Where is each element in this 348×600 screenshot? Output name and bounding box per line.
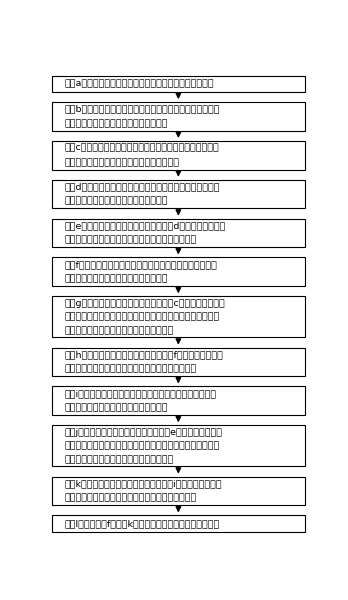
Text: 中的一个传递至第一加工设备进行加工；: 中的一个传递至第一加工设备进行加工； [64, 119, 168, 128]
Bar [52, 515, 305, 532]
Text: 步骤k、待第一加工设备加工完毕，将步骤i中被传送至第一加: 步骤k、待第一加工设备加工完毕，将步骤i中被传送至第一加 [64, 479, 222, 488]
Bar [52, 102, 305, 131]
Bar [52, 257, 305, 286]
Text: 工设备的装夹工作台传送回原始位置，并将该装夹工作台上的: 工设备的装夹工作台传送回原始位置，并将该装夹工作台上的 [64, 313, 220, 322]
Bar [52, 476, 305, 505]
Text: 工件卸下，同时将新的待加工工件装夹上；: 工件卸下，同时将新的待加工工件装夹上； [64, 326, 174, 335]
Text: 工设备的装夹工作台传送至第三加工设备进行加工；: 工设备的装夹工作台传送至第三加工设备进行加工； [64, 494, 197, 503]
Bar [52, 180, 305, 208]
Text: 步骤l、重复步骤f至步骤k，直至所有待加工工件加工完毕。: 步骤l、重复步骤f至步骤k，直至所有待加工工件加工完毕。 [64, 519, 220, 528]
Text: 工设备的装夹工作台传送至第三加工设备进行加工；: 工设备的装夹工作台传送至第三加工设备进行加工； [64, 236, 197, 245]
Text: 步骤a、将多个待加工工件分别装夹于多个装夹工作台上；: 步骤a、将多个待加工工件分别装夹于多个装夹工作台上； [64, 79, 214, 88]
Text: 中的一个传递至第一加工设备进行加工；: 中的一个传递至第一加工设备进行加工； [64, 403, 168, 412]
Text: 中的一个传递至第一加工设备进行加工；: 中的一个传递至第一加工设备进行加工； [64, 274, 168, 283]
Text: 步骤i、将第一加工设备朝向第三加工设备一侧的装夹工作台: 步骤i、将第一加工设备朝向第三加工设备一侧的装夹工作台 [64, 389, 216, 398]
Bar [52, 386, 305, 415]
Text: 中的一个传递至第一加工设备进行加工；: 中的一个传递至第一加工设备进行加工； [64, 197, 168, 206]
Bar [52, 347, 305, 376]
Bar [52, 425, 305, 466]
Text: 步骤h、待第一加工设备加工完毕，将步骤f中被传送至第一加: 步骤h、待第一加工设备加工完毕，将步骤f中被传送至第一加 [64, 350, 223, 359]
Text: 步骤j、待第三加工设备加工完毕，将步骤e中被传送至第三加: 步骤j、待第三加工设备加工完毕，将步骤e中被传送至第三加 [64, 428, 222, 437]
Bar [52, 76, 305, 92]
Text: 步骤g、待第二加工设备加工完毕，将步骤c中被传送至第二加: 步骤g、待第二加工设备加工完毕，将步骤c中被传送至第二加 [64, 299, 225, 308]
Bar [52, 218, 305, 247]
Text: 步骤d、将第一加工设备朝向第三加工设备一侧的装夹工作台: 步骤d、将第一加工设备朝向第三加工设备一侧的装夹工作台 [64, 182, 220, 191]
Text: 步骤b、将第一加工设备朝向第二加工设备一侧的装夹工作台: 步骤b、将第一加工设备朝向第二加工设备一侧的装夹工作台 [64, 105, 220, 114]
Text: 工件卸下，同时将新的待加工工件装夹上；: 工件卸下，同时将新的待加工工件装夹上； [64, 455, 174, 464]
Text: 的装夹工作台传送至第三加工设备进行加工；: 的装夹工作台传送至第三加工设备进行加工； [64, 158, 179, 167]
Text: 步骤f、将第一加工设备朝向第三加工设备一侧的装夹工作台: 步骤f、将第一加工设备朝向第三加工设备一侧的装夹工作台 [64, 260, 217, 269]
Text: 步骤c、待第一加工设备加工完毕，将被传送至第一加工设备: 步骤c、待第一加工设备加工完毕，将被传送至第一加工设备 [64, 143, 219, 152]
Text: 步骤e、待第一加工设备加工完毕，将步骤d中被传送至第一加: 步骤e、待第一加工设备加工完毕，将步骤d中被传送至第一加 [64, 221, 226, 230]
Bar [52, 296, 305, 337]
Bar [52, 141, 305, 170]
Text: 工设备的装夹工作台传送至第三加工设备进行加工；: 工设备的装夹工作台传送至第三加工设备进行加工； [64, 365, 197, 374]
Text: 工设备的装夹工作台传送回原始位置，并将该装夹工作台上的: 工设备的装夹工作台传送回原始位置，并将该装夹工作台上的 [64, 442, 220, 451]
